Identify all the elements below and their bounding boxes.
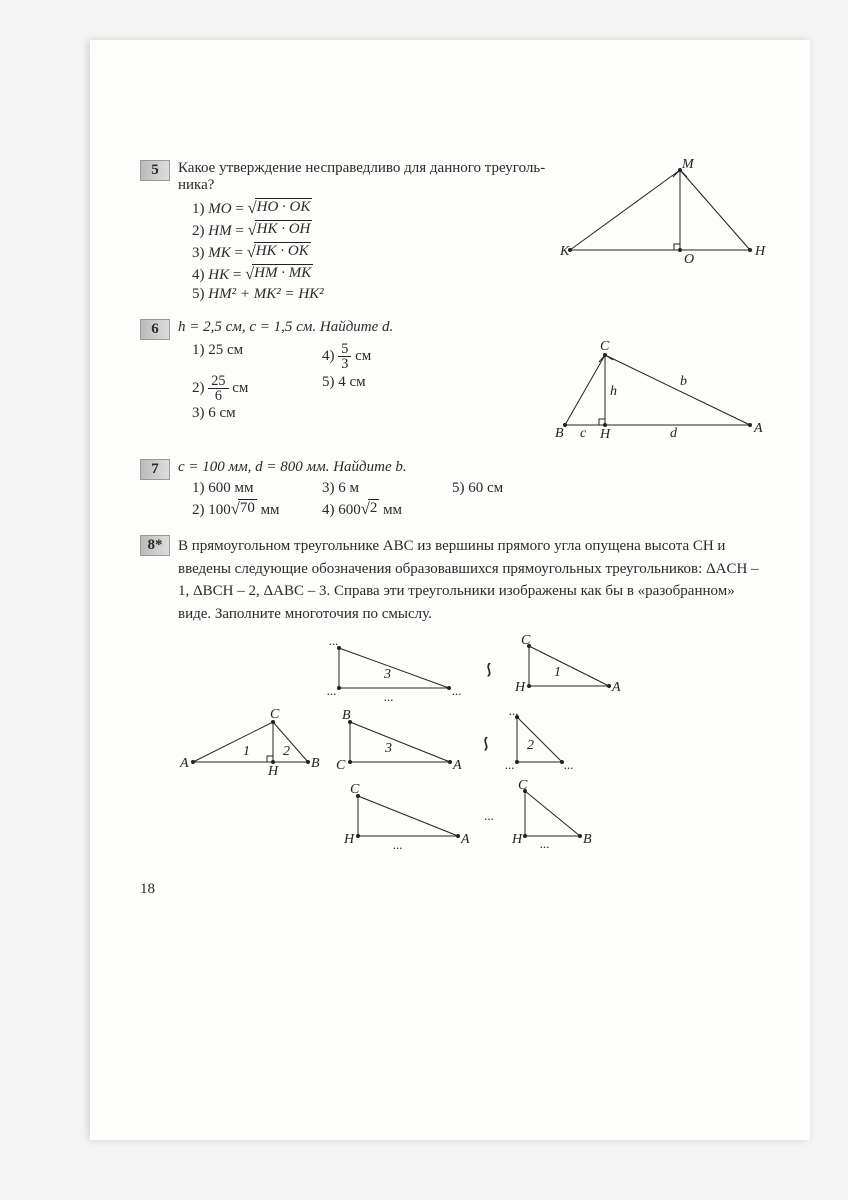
svg-text:M: M bbox=[681, 157, 695, 172]
svg-text:H: H bbox=[267, 764, 279, 779]
svg-text:H: H bbox=[599, 427, 611, 442]
svg-text:...: ... bbox=[327, 683, 337, 698]
problem-number: 7 bbox=[140, 459, 170, 480]
problem-8-figures: 3 ... ... ... ... ∽ 1 C A H bbox=[178, 633, 760, 851]
svg-text:B: B bbox=[583, 832, 592, 847]
svg-text:A: A bbox=[460, 832, 470, 847]
svg-text:H: H bbox=[511, 832, 523, 847]
svg-text:...: ... bbox=[540, 836, 550, 851]
problem-5-question: Какое утверждение несправедливо для данн… bbox=[178, 160, 548, 194]
svg-text:2: 2 bbox=[283, 744, 290, 759]
option: 4) 53 см bbox=[322, 342, 422, 372]
triangle-3-row1: 3 ... ... ... ... bbox=[319, 633, 459, 703]
triangle-2-row2: 2 ... ... ... bbox=[502, 707, 582, 777]
svg-text:c: c bbox=[580, 426, 587, 441]
problem-number: 5 bbox=[140, 160, 170, 181]
svg-text:K: K bbox=[559, 244, 570, 259]
svg-text:3: 3 bbox=[384, 741, 392, 756]
svg-text:B: B bbox=[342, 708, 351, 723]
svg-text:C: C bbox=[336, 758, 346, 773]
svg-text:B: B bbox=[311, 756, 320, 771]
svg-text:O: O bbox=[684, 252, 694, 267]
svg-text:...: ... bbox=[505, 757, 515, 772]
option: 2) 256 см bbox=[192, 374, 292, 404]
svg-text:A: A bbox=[179, 756, 189, 771]
problem-8-text: В прямоугольном треугольнике ABC из верш… bbox=[178, 535, 760, 625]
triangle-3-row2: 3 B C A bbox=[330, 707, 460, 777]
similar-icon: ∽ bbox=[476, 659, 502, 677]
triangle-1-row1: 1 C A H bbox=[509, 636, 619, 701]
svg-text:H: H bbox=[514, 680, 526, 695]
triangle-row3-right: C H B ... bbox=[510, 781, 600, 851]
svg-text:...: ... bbox=[329, 633, 339, 648]
problem-8: 8* В прямоугольном треугольнике ABC из в… bbox=[140, 535, 760, 851]
svg-text:...: ... bbox=[384, 689, 394, 704]
problem-5: 5 Какое утверждение несправедливо для да… bbox=[140, 160, 760, 305]
problem-number: 6 bbox=[140, 319, 170, 340]
problem-5-options: 1) MO = HO · OK 2) HM = HK · OH 3) MK = … bbox=[192, 198, 548, 303]
svg-text:C: C bbox=[518, 778, 528, 793]
svg-text:b: b bbox=[680, 374, 687, 389]
svg-text:...: ... bbox=[393, 837, 403, 852]
svg-text:...: ... bbox=[509, 703, 519, 718]
page: 5 Какое утверждение несправедливо для да… bbox=[90, 40, 810, 1140]
svg-text:H: H bbox=[343, 832, 355, 847]
problem-7-question: c = 100 мм, d = 800 мм. Найдите b. bbox=[178, 459, 760, 476]
triangle-abc-original: A B C H 1 2 bbox=[178, 707, 318, 777]
svg-text:C: C bbox=[600, 339, 610, 354]
svg-text:1: 1 bbox=[243, 744, 250, 759]
svg-text:H: H bbox=[754, 244, 766, 259]
option: 3) 6 см bbox=[192, 405, 292, 422]
problem-number: 8* bbox=[140, 535, 170, 556]
svg-text:B: B bbox=[555, 426, 564, 441]
svg-text:...: ... bbox=[452, 683, 462, 698]
problem-6-question: h = 2,5 см, c = 1,5 см. Найдите d. bbox=[178, 319, 760, 336]
problem-5-figure: K H M O bbox=[560, 160, 760, 275]
option: 5) 4 см bbox=[322, 374, 422, 404]
svg-text:1: 1 bbox=[554, 665, 561, 680]
problem-7: 7 c = 100 мм, d = 800 мм. Найдите b. 1) … bbox=[140, 459, 760, 521]
svg-text:C: C bbox=[350, 782, 360, 797]
svg-text:A: A bbox=[611, 680, 621, 695]
problem-6: 6 h = 2,5 см, c = 1,5 см. Найдите d. 1) … bbox=[140, 319, 760, 445]
svg-text:h: h bbox=[610, 384, 617, 399]
svg-text:d: d bbox=[670, 426, 678, 441]
svg-text:C: C bbox=[270, 707, 280, 722]
svg-text:A: A bbox=[452, 758, 462, 773]
page-number: 18 bbox=[140, 881, 760, 898]
ellipsis-icon: ... bbox=[484, 808, 494, 824]
problem-7-options: 1) 600 мм 3) 6 м 5) 60 см bbox=[192, 480, 760, 497]
svg-text:3: 3 bbox=[383, 667, 391, 682]
problem-6-figure: B A C H b h c d bbox=[550, 340, 760, 445]
similar-icon: ∽ bbox=[473, 733, 499, 751]
svg-text:C: C bbox=[521, 633, 531, 648]
svg-text:A: A bbox=[753, 421, 763, 436]
option: 1) 25 см bbox=[192, 342, 292, 372]
svg-text:2: 2 bbox=[527, 738, 534, 753]
triangle-row3-left: C H A ... bbox=[338, 781, 468, 851]
svg-text:...: ... bbox=[564, 757, 574, 772]
